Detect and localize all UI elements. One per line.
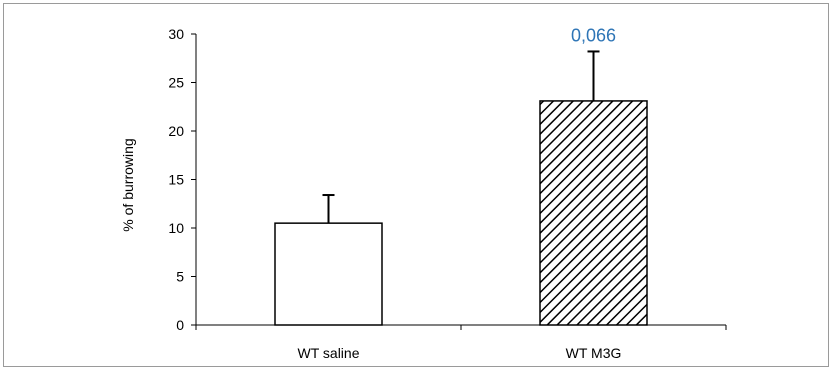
y-tick-label: 20 [168, 123, 184, 139]
bar [539, 100, 648, 326]
x-category-label: WT M3G [566, 345, 622, 361]
bar [274, 222, 383, 326]
y-tick-label: 0 [176, 317, 184, 333]
significance-annotation: 0,066 [571, 25, 616, 45]
chart-frame [3, 3, 829, 367]
x-category-label: WT saline [298, 345, 360, 361]
y-tick-label: 5 [176, 269, 184, 285]
y-tick-label: 25 [168, 75, 184, 91]
y-tick-label: 30 [168, 26, 184, 42]
y-tick-label: 10 [168, 220, 184, 236]
y-tick-label: 15 [168, 172, 184, 188]
y-axis-title: % of burrowing [120, 138, 136, 231]
